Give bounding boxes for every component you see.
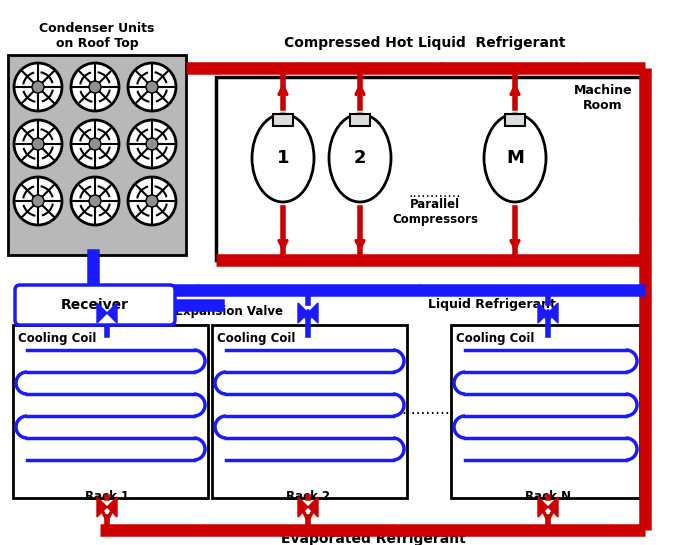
Circle shape bbox=[89, 195, 101, 207]
Text: Machine
Room: Machine Room bbox=[574, 84, 633, 112]
Polygon shape bbox=[97, 497, 107, 517]
Circle shape bbox=[128, 120, 176, 168]
FancyBboxPatch shape bbox=[8, 55, 186, 255]
Polygon shape bbox=[107, 497, 117, 517]
Text: Cooling Coil: Cooling Coil bbox=[456, 332, 535, 345]
Text: Liquid Refrigerant: Liquid Refrigerant bbox=[428, 298, 556, 311]
Polygon shape bbox=[538, 303, 548, 323]
Polygon shape bbox=[308, 303, 318, 323]
Polygon shape bbox=[548, 497, 558, 517]
Text: Receiver: Receiver bbox=[61, 298, 129, 312]
Circle shape bbox=[32, 81, 44, 93]
FancyBboxPatch shape bbox=[451, 325, 640, 498]
Circle shape bbox=[14, 63, 62, 111]
Polygon shape bbox=[548, 303, 558, 323]
FancyBboxPatch shape bbox=[350, 114, 370, 126]
Circle shape bbox=[146, 138, 158, 150]
Circle shape bbox=[146, 195, 158, 207]
Ellipse shape bbox=[329, 114, 391, 202]
Polygon shape bbox=[97, 303, 107, 323]
Text: Rack N: Rack N bbox=[525, 490, 571, 503]
Ellipse shape bbox=[484, 114, 546, 202]
Circle shape bbox=[14, 177, 62, 225]
Polygon shape bbox=[298, 497, 308, 517]
Ellipse shape bbox=[252, 114, 314, 202]
Polygon shape bbox=[298, 303, 308, 323]
FancyBboxPatch shape bbox=[212, 325, 407, 498]
FancyBboxPatch shape bbox=[216, 77, 644, 260]
Text: 2: 2 bbox=[353, 149, 367, 167]
Text: Compressed Hot Liquid  Refrigerant: Compressed Hot Liquid Refrigerant bbox=[285, 36, 566, 50]
Text: M: M bbox=[506, 149, 524, 167]
FancyBboxPatch shape bbox=[505, 114, 525, 126]
Text: Cooling Coil: Cooling Coil bbox=[18, 332, 96, 345]
Polygon shape bbox=[308, 497, 318, 517]
Text: 1: 1 bbox=[277, 149, 289, 167]
Circle shape bbox=[128, 63, 176, 111]
Circle shape bbox=[146, 81, 158, 93]
Text: Evaporated Refrigerant: Evaporated Refrigerant bbox=[280, 532, 465, 545]
Circle shape bbox=[89, 138, 101, 150]
Circle shape bbox=[71, 63, 119, 111]
Text: Expansion Valve: Expansion Valve bbox=[175, 306, 283, 318]
Circle shape bbox=[71, 177, 119, 225]
Circle shape bbox=[32, 138, 44, 150]
Text: ...........: ........... bbox=[401, 403, 455, 417]
Circle shape bbox=[89, 81, 101, 93]
Polygon shape bbox=[538, 497, 548, 517]
Circle shape bbox=[71, 120, 119, 168]
Polygon shape bbox=[107, 303, 117, 323]
Circle shape bbox=[128, 177, 176, 225]
Text: Cooling Coil: Cooling Coil bbox=[217, 332, 296, 345]
Text: Rack 1: Rack 1 bbox=[85, 490, 129, 503]
FancyBboxPatch shape bbox=[273, 114, 293, 126]
FancyBboxPatch shape bbox=[15, 285, 175, 325]
Text: Rack 2: Rack 2 bbox=[286, 490, 330, 503]
Circle shape bbox=[32, 195, 44, 207]
Text: Condenser Units
on Roof Top: Condenser Units on Roof Top bbox=[39, 22, 155, 50]
Circle shape bbox=[14, 120, 62, 168]
Text: Parallel
Compressors: Parallel Compressors bbox=[392, 198, 478, 226]
Text: ............: ............ bbox=[409, 186, 461, 200]
FancyBboxPatch shape bbox=[13, 325, 208, 498]
